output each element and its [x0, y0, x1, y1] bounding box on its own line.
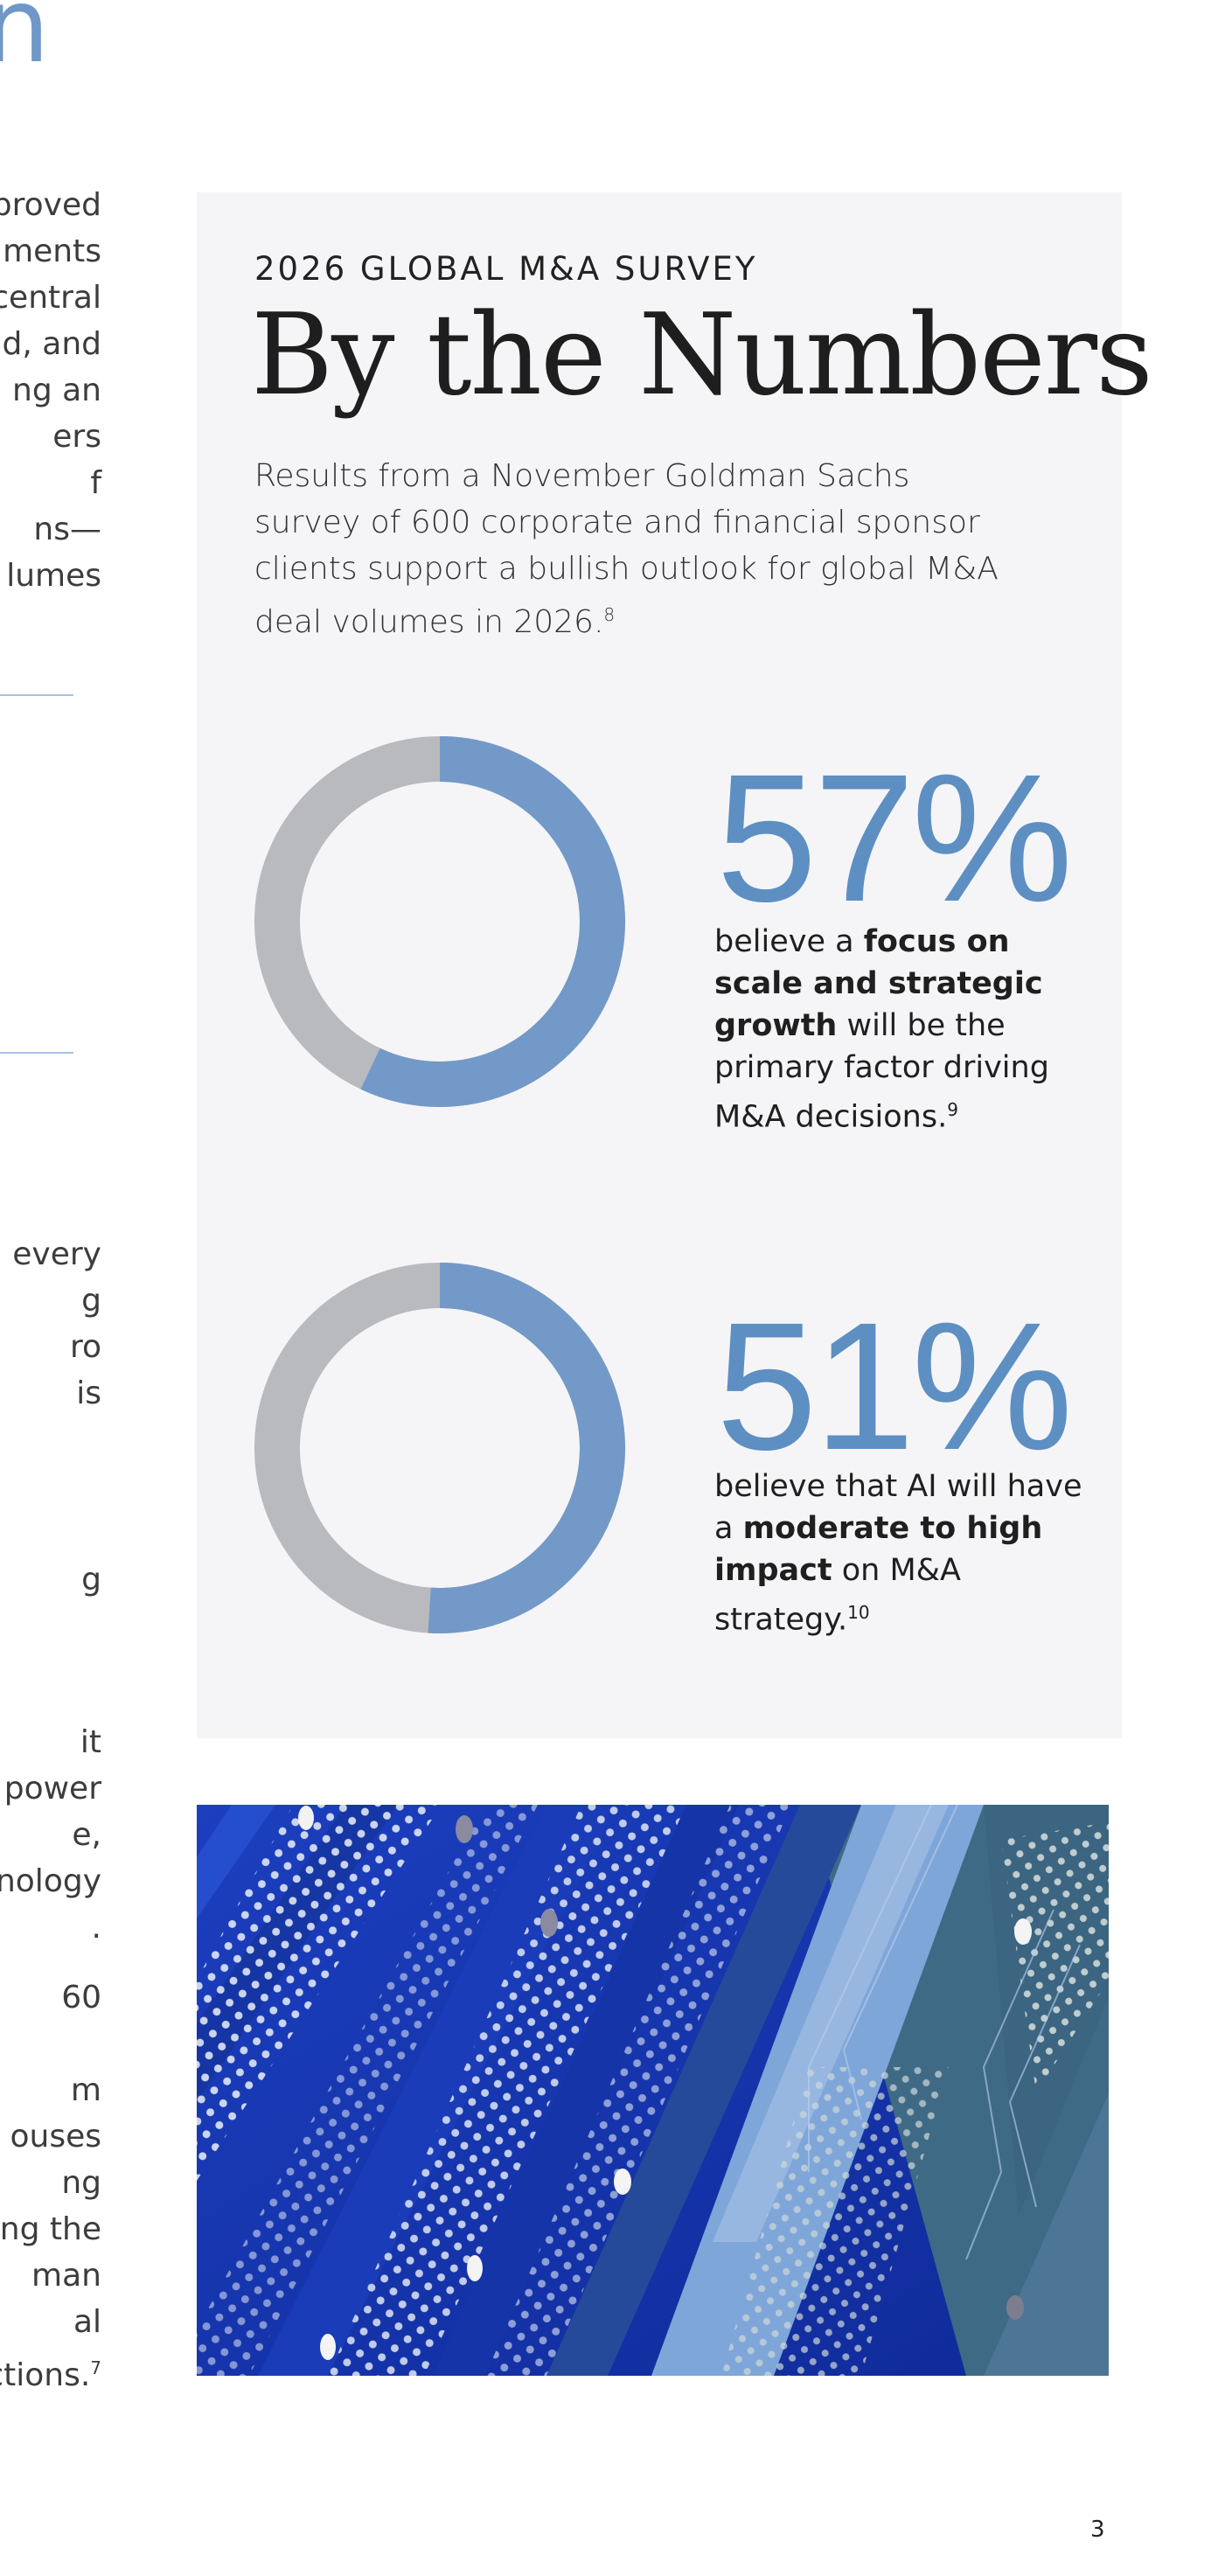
- donut-chart-stat-1: [254, 736, 625, 1107]
- fragment-line: it: [80, 1724, 101, 1760]
- fragment-line: ctions.7: [0, 2345, 101, 2398]
- fragment-line: ro: [69, 1329, 101, 1365]
- divider-rule: [0, 1052, 73, 1054]
- donut-chart-stat-2: [254, 1263, 625, 1633]
- fragment-line: every: [12, 1236, 101, 1272]
- stat-text-before: believe that AI will have a: [714, 1469, 1082, 1546]
- panel-title: By the Numbers: [251, 290, 1153, 421]
- fragment-line: proved: [0, 187, 101, 223]
- text-fragment-4: it power e, nology .: [0, 1719, 101, 1951]
- fragment-line: is: [76, 1375, 101, 1411]
- fragment-line: g: [81, 1562, 101, 1598]
- text-fragment-2: every g ro is: [12, 1231, 101, 1417]
- panel-eyebrow: 2026 GLOBAL M&A SURVEY: [254, 250, 758, 288]
- footnote-marker: 7: [90, 2357, 101, 2378]
- donut-filled-ring: [254, 1263, 625, 1633]
- stat-description: believe that AI will have a moderate to …: [714, 1466, 1099, 1641]
- text-fragment-5: 60: [61, 1974, 101, 2021]
- fragment-line: ing the: [0, 2211, 101, 2247]
- survey-panel: 2026 GLOBAL M&A SURVEY By the Numbers Re…: [197, 192, 1153, 1738]
- fragment-line: d, and: [2, 326, 101, 362]
- stat-text-after: on M&A strategy.: [714, 1553, 961, 1638]
- divider-rule: [0, 694, 73, 696]
- intro-text: Results from a November Goldman Sachs su…: [254, 458, 999, 640]
- stat-text-bold: focus on scale and strategic growth: [714, 924, 1043, 1043]
- fragment-line: g: [81, 1283, 101, 1319]
- stat-text-bold: moderate to high impact: [714, 1511, 1043, 1588]
- footnote-marker: 8: [603, 604, 616, 625]
- circuit-board-photo: [197, 1805, 1109, 2376]
- fragment-line: ouses: [10, 2119, 101, 2155]
- fragment-line: m: [70, 2072, 101, 2108]
- fragment-line: lumes: [6, 558, 101, 594]
- fragment-line: 60: [61, 1980, 101, 2016]
- fragment-text: ctions.: [0, 2357, 91, 2393]
- stat-text-before: believe a: [714, 924, 864, 959]
- heading-fragment: n: [0, 0, 50, 86]
- footnote-marker: 10: [847, 1602, 870, 1623]
- stat-description: believe a focus on scale and strategic g…: [714, 921, 1099, 1138]
- fragment-line: ments: [3, 233, 101, 269]
- fragment-line: nology: [0, 1863, 101, 1899]
- text-fragment-1: proved ments central d, and ng an ers f …: [0, 182, 101, 599]
- fragment-line: ng an: [12, 372, 101, 408]
- fragment-line: ng: [61, 2165, 101, 2201]
- circuit-board-illustration: [197, 1805, 1109, 2376]
- footnote-marker: 9: [947, 1099, 958, 1120]
- fragment-line: central: [0, 280, 101, 316]
- fragment-line: .: [91, 1910, 101, 1946]
- text-fragment-6: m ouses ng ing the man al ctions.7: [0, 2067, 101, 2398]
- stat-value: 57%: [716, 737, 1073, 940]
- stat-value: 51%: [716, 1285, 1073, 1488]
- fragment-line: ns—: [33, 512, 101, 547]
- stat-text-after: will be the primary factor driving M&A d…: [714, 1008, 1049, 1135]
- fragment-line: al: [73, 2304, 101, 2340]
- panel-intro: Results from a November Goldman Sachs su…: [254, 453, 1015, 645]
- fragment-line: e,: [72, 1817, 101, 1853]
- fragment-line: ers: [52, 419, 101, 455]
- text-fragment-3: g: [81, 1556, 101, 1603]
- fragment-line: f: [90, 465, 101, 501]
- left-column-fragment: n proved ments central d, and ng an ers …: [0, 0, 114, 2576]
- donut-filled-ring: [254, 736, 625, 1107]
- page-number: 3: [1090, 2517, 1105, 2543]
- fragment-line: power: [3, 1771, 101, 1807]
- fragment-line: man: [31, 2258, 101, 2294]
